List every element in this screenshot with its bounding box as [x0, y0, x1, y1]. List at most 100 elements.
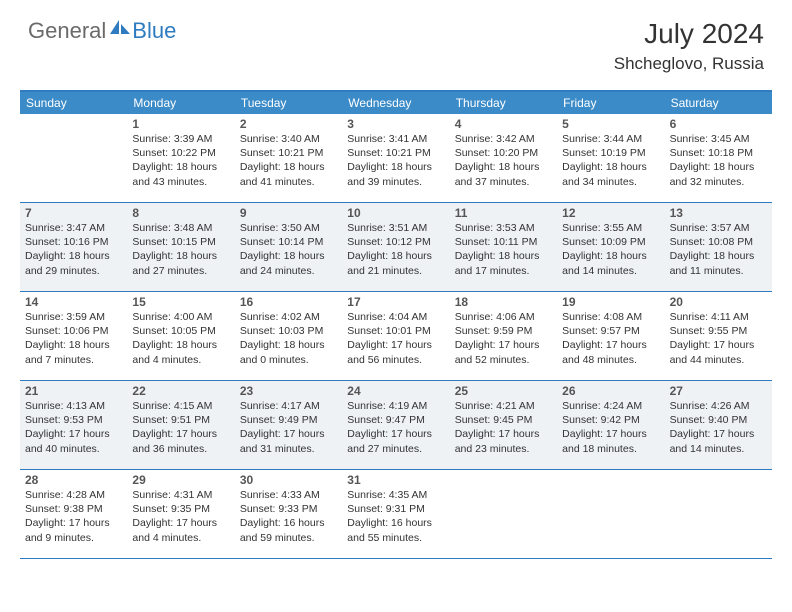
- day-cell: [557, 470, 664, 558]
- day-cell: 28Sunrise: 4:28 AMSunset: 9:38 PMDayligh…: [20, 470, 127, 558]
- day-number: 25: [455, 384, 552, 398]
- sunset-line: Sunset: 10:18 PM: [670, 146, 767, 160]
- daylight-line: Daylight: 18 hours and 4 minutes.: [132, 338, 229, 366]
- weekday-header: Sunday: [20, 92, 127, 114]
- day-cell: 26Sunrise: 4:24 AMSunset: 9:42 PMDayligh…: [557, 381, 664, 469]
- day-number: 22: [132, 384, 229, 398]
- day-cell: 8Sunrise: 3:48 AMSunset: 10:15 PMDayligh…: [127, 203, 234, 291]
- day-cell: 6Sunrise: 3:45 AMSunset: 10:18 PMDayligh…: [665, 114, 772, 202]
- sunset-line: Sunset: 10:08 PM: [670, 235, 767, 249]
- week-row: 14Sunrise: 3:59 AMSunset: 10:06 PM Daylig…: [20, 292, 772, 381]
- calendar: SundayMondayTuesdayWednesdayThursdayFrid…: [20, 90, 772, 559]
- daylight-line: Daylight: 16 hours and 55 minutes.: [347, 516, 444, 544]
- day-number: 27: [670, 384, 767, 398]
- sunset-line: Sunset: 10:20 PM: [455, 146, 552, 160]
- day-cell: 19Sunrise: 4:08 AMSunset: 9:57 PMDayligh…: [557, 292, 664, 380]
- sunset-line: Sunset: 10:19 PM: [562, 146, 659, 160]
- sunset-line: Sunset: 9:45 PM: [455, 413, 552, 427]
- day-cell: 4Sunrise: 3:42 AMSunset: 10:20 PMDayligh…: [450, 114, 557, 202]
- day-number: 24: [347, 384, 444, 398]
- day-number: 3: [347, 117, 444, 131]
- week-row: 21Sunrise: 4:13 AMSunset: 9:53 PMDayligh…: [20, 381, 772, 470]
- sunrise-line: Sunrise: 4:08 AM: [562, 310, 659, 324]
- sunrise-line: Sunrise: 3:51 AM: [347, 221, 444, 235]
- weekday-header-row: SundayMondayTuesdayWednesdayThursdayFrid…: [20, 92, 772, 114]
- sunrise-line: Sunrise: 4:00 AM: [132, 310, 229, 324]
- day-number: 8: [132, 206, 229, 220]
- daylight-line: Daylight: 17 hours and 14 minutes.: [670, 427, 767, 455]
- daylight-line: Daylight: 18 hours and 43 minutes.: [132, 160, 229, 188]
- logo-text-blue: Blue: [132, 18, 176, 44]
- day-cell: [665, 470, 772, 558]
- day-cell: 22Sunrise: 4:15 AMSunset: 9:51 PMDayligh…: [127, 381, 234, 469]
- sunrise-line: Sunrise: 4:04 AM: [347, 310, 444, 324]
- day-cell: 29Sunrise: 4:31 AMSunset: 9:35 PMDayligh…: [127, 470, 234, 558]
- sunset-line: Sunset: 9:40 PM: [670, 413, 767, 427]
- week-row: 1Sunrise: 3:39 AMSunset: 10:22 PMDayligh…: [20, 114, 772, 203]
- sunset-line: Sunset: 10:15 PM: [132, 235, 229, 249]
- day-cell: 30Sunrise: 4:33 AMSunset: 9:33 PMDayligh…: [235, 470, 342, 558]
- day-cell: 9Sunrise: 3:50 AMSunset: 10:14 PMDayligh…: [235, 203, 342, 291]
- day-cell: 13Sunrise: 3:57 AMSunset: 10:08 PMDaylig…: [665, 203, 772, 291]
- sunrise-line: Sunrise: 3:45 AM: [670, 132, 767, 146]
- day-number: 2: [240, 117, 337, 131]
- sunset-line: Sunset: 9:53 PM: [25, 413, 122, 427]
- weekday-header: Monday: [127, 92, 234, 114]
- sunset-line: Sunset: 10:21 PM: [347, 146, 444, 160]
- sunset-line: Sunset: 9:38 PM: [25, 502, 122, 516]
- day-cell: 1Sunrise: 3:39 AMSunset: 10:22 PMDayligh…: [127, 114, 234, 202]
- sunset-line: Sunset: 9:47 PM: [347, 413, 444, 427]
- day-cell: 15Sunrise: 4:00 AMSunset: 10:05 PMDaylig…: [127, 292, 234, 380]
- sunset-line: Sunset: 9:51 PM: [132, 413, 229, 427]
- sunset-line: Sunset: 10:11 PM: [455, 235, 552, 249]
- daylight-line: Daylight: 18 hours and 32 minutes.: [670, 160, 767, 188]
- sunrise-line: Sunrise: 3:42 AM: [455, 132, 552, 146]
- day-cell: [450, 470, 557, 558]
- daylight-line: Daylight: 18 hours and 29 minutes.: [25, 249, 122, 277]
- sunset-line: Sunset: 10:09 PM: [562, 235, 659, 249]
- sunrise-line: Sunrise: 4:11 AM: [670, 310, 767, 324]
- title-block: July 2024 Shcheglovo, Russia: [614, 18, 764, 74]
- day-number: 31: [347, 473, 444, 487]
- sunrise-line: Sunrise: 4:35 AM: [347, 488, 444, 502]
- month-year: July 2024: [614, 18, 764, 50]
- sunset-line: Sunset: 9:31 PM: [347, 502, 444, 516]
- daylight-line: Daylight: 18 hours and 11 minutes.: [670, 249, 767, 277]
- sunset-line: Sunset: 10:06 PM: [25, 324, 122, 338]
- sunrise-line: Sunrise: 3:50 AM: [240, 221, 337, 235]
- day-number: 23: [240, 384, 337, 398]
- day-cell: 27Sunrise: 4:26 AMSunset: 9:40 PMDayligh…: [665, 381, 772, 469]
- sunset-line: Sunset: 9:59 PM: [455, 324, 552, 338]
- day-cell: [20, 114, 127, 202]
- day-cell: 2Sunrise: 3:40 AMSunset: 10:21 PMDayligh…: [235, 114, 342, 202]
- day-cell: 11Sunrise: 3:53 AMSunset: 10:11 PMDaylig…: [450, 203, 557, 291]
- sunset-line: Sunset: 10:03 PM: [240, 324, 337, 338]
- daylight-line: Daylight: 18 hours and 37 minutes.: [455, 160, 552, 188]
- day-number: 1: [132, 117, 229, 131]
- sunset-line: Sunset: 9:55 PM: [670, 324, 767, 338]
- sunrise-line: Sunrise: 3:48 AM: [132, 221, 229, 235]
- sunrise-line: Sunrise: 4:31 AM: [132, 488, 229, 502]
- sunrise-line: Sunrise: 4:19 AM: [347, 399, 444, 413]
- day-number: 4: [455, 117, 552, 131]
- daylight-line: Daylight: 17 hours and 18 minutes.: [562, 427, 659, 455]
- day-number: 18: [455, 295, 552, 309]
- sunset-line: Sunset: 10:21 PM: [240, 146, 337, 160]
- sunset-line: Sunset: 10:22 PM: [132, 146, 229, 160]
- sunrise-line: Sunrise: 4:24 AM: [562, 399, 659, 413]
- sunrise-line: Sunrise: 3:40 AM: [240, 132, 337, 146]
- sunset-line: Sunset: 10:16 PM: [25, 235, 122, 249]
- day-number: 12: [562, 206, 659, 220]
- day-cell: 31Sunrise: 4:35 AMSunset: 9:31 PMDayligh…: [342, 470, 449, 558]
- day-cell: 5Sunrise: 3:44 AMSunset: 10:19 PMDayligh…: [557, 114, 664, 202]
- day-number: 14: [25, 295, 122, 309]
- day-number: 16: [240, 295, 337, 309]
- sunrise-line: Sunrise: 3:59 AM: [25, 310, 122, 324]
- daylight-line: Daylight: 17 hours and 56 minutes.: [347, 338, 444, 366]
- daylight-line: Daylight: 18 hours and 41 minutes.: [240, 160, 337, 188]
- sunset-line: Sunset: 9:57 PM: [562, 324, 659, 338]
- header: General Blue July 2024 Shcheglovo, Russi…: [0, 0, 792, 82]
- day-cell: 17Sunrise: 4:04 AMSunset: 10:01 PMDaylig…: [342, 292, 449, 380]
- day-cell: 21Sunrise: 4:13 AMSunset: 9:53 PMDayligh…: [20, 381, 127, 469]
- location: Shcheglovo, Russia: [614, 54, 764, 74]
